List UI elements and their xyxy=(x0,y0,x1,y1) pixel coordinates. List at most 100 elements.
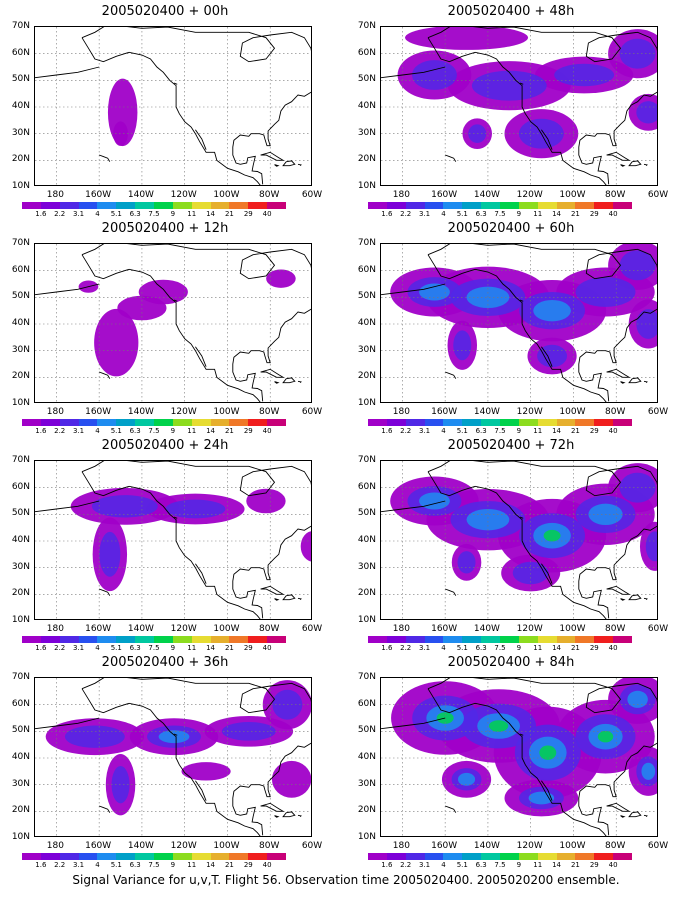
colorbar-swatch xyxy=(386,853,406,860)
coastline xyxy=(232,525,311,619)
coastline xyxy=(195,129,207,150)
colorbar-swatch xyxy=(500,853,519,860)
map-svg xyxy=(381,461,657,619)
colorbar-label: 4 xyxy=(95,644,100,652)
colorbar-label: 7.5 xyxy=(494,861,506,869)
variance-contour xyxy=(457,551,476,574)
coastline xyxy=(99,805,111,813)
colorbar-label: 14 xyxy=(206,861,216,869)
colorbar-label: 5.1 xyxy=(456,427,468,435)
lon-tick-label: 180 xyxy=(392,841,410,851)
colorbar-swatch xyxy=(443,636,463,643)
colorbar-label: 5.1 xyxy=(110,644,122,652)
lat-tick-label: 10N xyxy=(357,832,376,842)
lon-tick-label: 60W xyxy=(301,624,323,634)
variance-contour xyxy=(453,330,472,361)
coastline xyxy=(232,742,311,836)
colorbar-label: 3.1 xyxy=(418,644,431,652)
lat-tick-label: 30N xyxy=(11,127,30,138)
coastline xyxy=(173,299,178,302)
colorbar-label: 3.1 xyxy=(72,427,85,435)
lon-tick-label: 120W xyxy=(516,841,543,851)
variance-contour xyxy=(165,499,226,519)
coastline xyxy=(519,516,524,519)
lon-tick-label: 80W xyxy=(259,190,280,200)
colorbar-swatch xyxy=(500,636,519,643)
colorbar-swatch xyxy=(210,419,230,426)
colorbar-label: 7.5 xyxy=(494,210,506,218)
variance-contour xyxy=(537,344,568,368)
lat-tick-label: 60N xyxy=(11,698,30,709)
lon-tick-label: 60W xyxy=(647,841,669,851)
colorbar-swatch xyxy=(424,419,444,426)
colorbar-label: 3.1 xyxy=(418,427,431,435)
coastline xyxy=(35,66,100,79)
coastline xyxy=(195,780,207,801)
coastline xyxy=(274,164,280,167)
colorbar-swatch xyxy=(556,419,576,426)
coastline xyxy=(628,160,642,167)
colorbar-label: 11 xyxy=(187,861,197,869)
colorbar-label: 29 xyxy=(243,210,253,218)
map-svg xyxy=(381,244,657,402)
coastline xyxy=(606,802,631,812)
map-area xyxy=(34,26,312,186)
colorbar-swatch xyxy=(424,853,444,860)
colorbar xyxy=(22,419,287,426)
map-area xyxy=(34,243,312,403)
lat-tick-label: 60N xyxy=(11,481,30,492)
colorbar-labels: 1.6 2.2 3.1 4 5.1 6.3 7.5 9 11 14 21 29 40 xyxy=(22,861,286,870)
colorbar-swatch xyxy=(537,853,557,860)
lon-tick-label: 60W xyxy=(301,841,323,851)
variance-contour xyxy=(488,720,509,732)
coastline xyxy=(578,525,657,619)
coastline xyxy=(99,371,111,379)
lon-tick-label: 160W xyxy=(431,624,458,634)
colorbar-label: 9 xyxy=(170,210,176,218)
lon-tick-label: 180 xyxy=(46,407,64,417)
colorbar-swatch xyxy=(386,202,406,209)
map-area xyxy=(34,460,312,620)
lon-tick-label: 140W xyxy=(473,190,500,200)
colorbar-label: 6.3 xyxy=(129,861,141,869)
coastline xyxy=(35,500,100,513)
colorbar-swatch xyxy=(154,853,173,860)
panel-title: 2005020400 + 84h xyxy=(447,655,575,670)
coastline xyxy=(381,66,446,79)
colorbar-label: 29 xyxy=(589,210,599,218)
coastline xyxy=(282,160,296,167)
colorbar-swatch xyxy=(481,636,501,643)
lon-tick-label: 80W xyxy=(605,841,626,851)
lon-tick-label: 160W xyxy=(431,190,458,200)
colorbar-label: 6.3 xyxy=(475,427,487,435)
map-svg xyxy=(381,27,657,185)
colorbar-swatch xyxy=(613,419,633,426)
colorbar-label: 21 xyxy=(570,861,580,869)
variance-contour xyxy=(412,60,457,90)
variance-contour xyxy=(457,772,476,786)
colorbar-swatch xyxy=(613,853,633,860)
colorbar-label: 6.3 xyxy=(129,427,141,435)
coastline xyxy=(620,598,626,601)
colorbar-swatch xyxy=(229,202,249,209)
colorbar-swatch xyxy=(22,636,41,643)
coastline xyxy=(427,27,657,63)
lon-tick-label: 80W xyxy=(259,624,280,634)
colorbar-swatch xyxy=(135,853,155,860)
lon-tick-label: 180 xyxy=(392,190,410,200)
colorbar-label: 3.1 xyxy=(418,861,431,869)
lat-tick-label: 20N xyxy=(357,154,376,165)
colorbar-swatch xyxy=(424,202,444,209)
lon-tick-label: 120W xyxy=(170,624,197,634)
colorbar-label: 21 xyxy=(570,427,580,435)
colorbar-label: 21 xyxy=(570,210,580,218)
figure-caption: Signal Variance for u,v,T. Flight 56. Ob… xyxy=(72,873,620,887)
coastline xyxy=(445,588,457,596)
lat-tick-label: 20N xyxy=(357,588,376,599)
colorbar-label: 40 xyxy=(262,427,272,435)
colorbar-label: 11 xyxy=(533,861,543,869)
coastline xyxy=(620,381,626,384)
colorbar-swatch xyxy=(22,419,41,426)
colorbar-swatch xyxy=(518,202,538,209)
colorbar-label: 6.3 xyxy=(475,644,487,652)
